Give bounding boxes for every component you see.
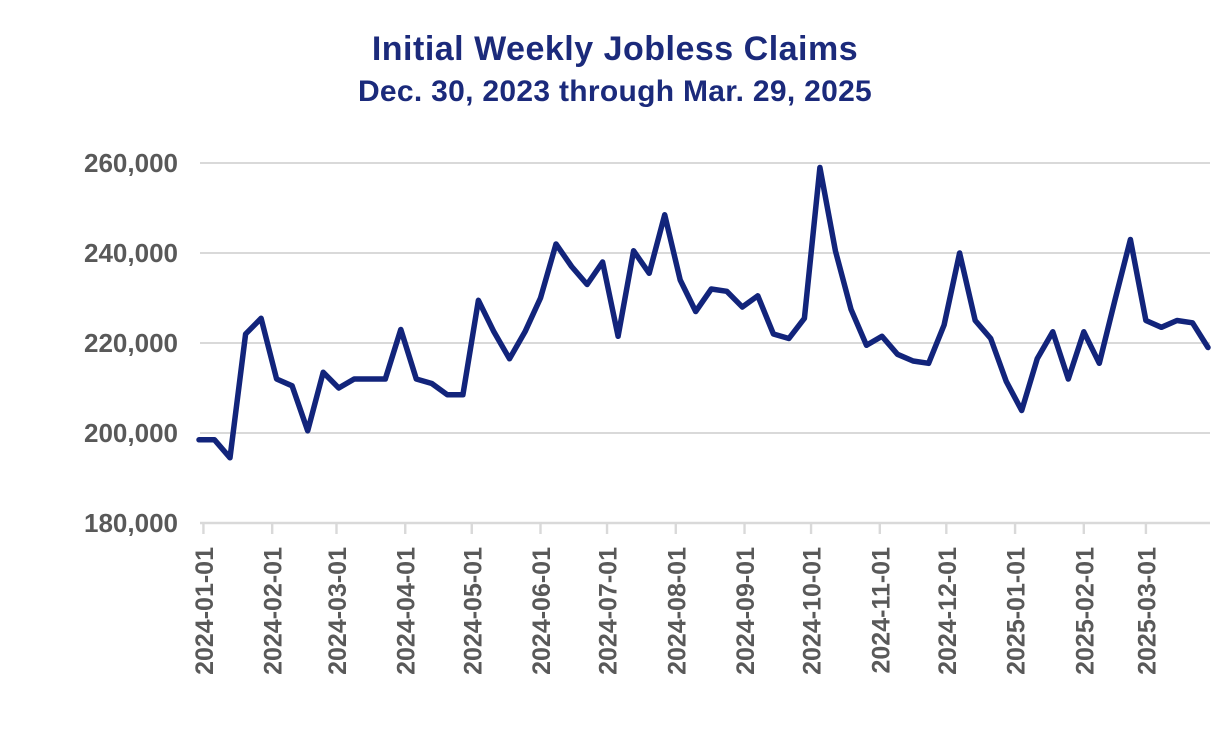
x-tick-label: 2024-04-01 (393, 547, 421, 675)
x-tick-label: 2025-02-01 (1071, 547, 1099, 675)
x-tick-label: 2024-11-01 (867, 547, 895, 674)
chart-header: Initial Weekly Jobless Claims Dec. 30, 2… (0, 0, 1230, 109)
x-tick-label: 2024-10-01 (799, 547, 827, 675)
x-tick-label: 2024-09-01 (732, 547, 760, 675)
x-tick-label: 2024-02-01 (260, 547, 288, 675)
y-tick-label: 260,000 (84, 148, 178, 178)
x-tick-label: 2024-07-01 (595, 547, 623, 675)
y-tick-label: 220,000 (84, 328, 178, 358)
y-tick-label: 200,000 (84, 418, 178, 448)
x-tick-label: 2024-01-01 (191, 547, 219, 675)
x-tick-label: 2024-05-01 (459, 547, 487, 675)
chart-title: Initial Weekly Jobless Claims (371, 30, 859, 68)
x-tick-label: 2024-03-01 (324, 547, 352, 675)
y-tick-label: 240,000 (84, 238, 178, 268)
claims-line (196, 164, 1211, 461)
x-tick-label: 2024-08-01 (663, 547, 691, 675)
x-tick-label: 2025-01-01 (1003, 547, 1031, 675)
chart-subtitle: Dec. 30, 2023 through Mar. 29, 2025 (357, 75, 873, 108)
x-tick-label: 2024-06-01 (528, 547, 556, 675)
y-tick-label: 180,000 (84, 508, 178, 538)
x-tick-label: 2024-12-01 (934, 547, 962, 675)
x-tick-label: 2025-03-01 (1133, 547, 1161, 675)
